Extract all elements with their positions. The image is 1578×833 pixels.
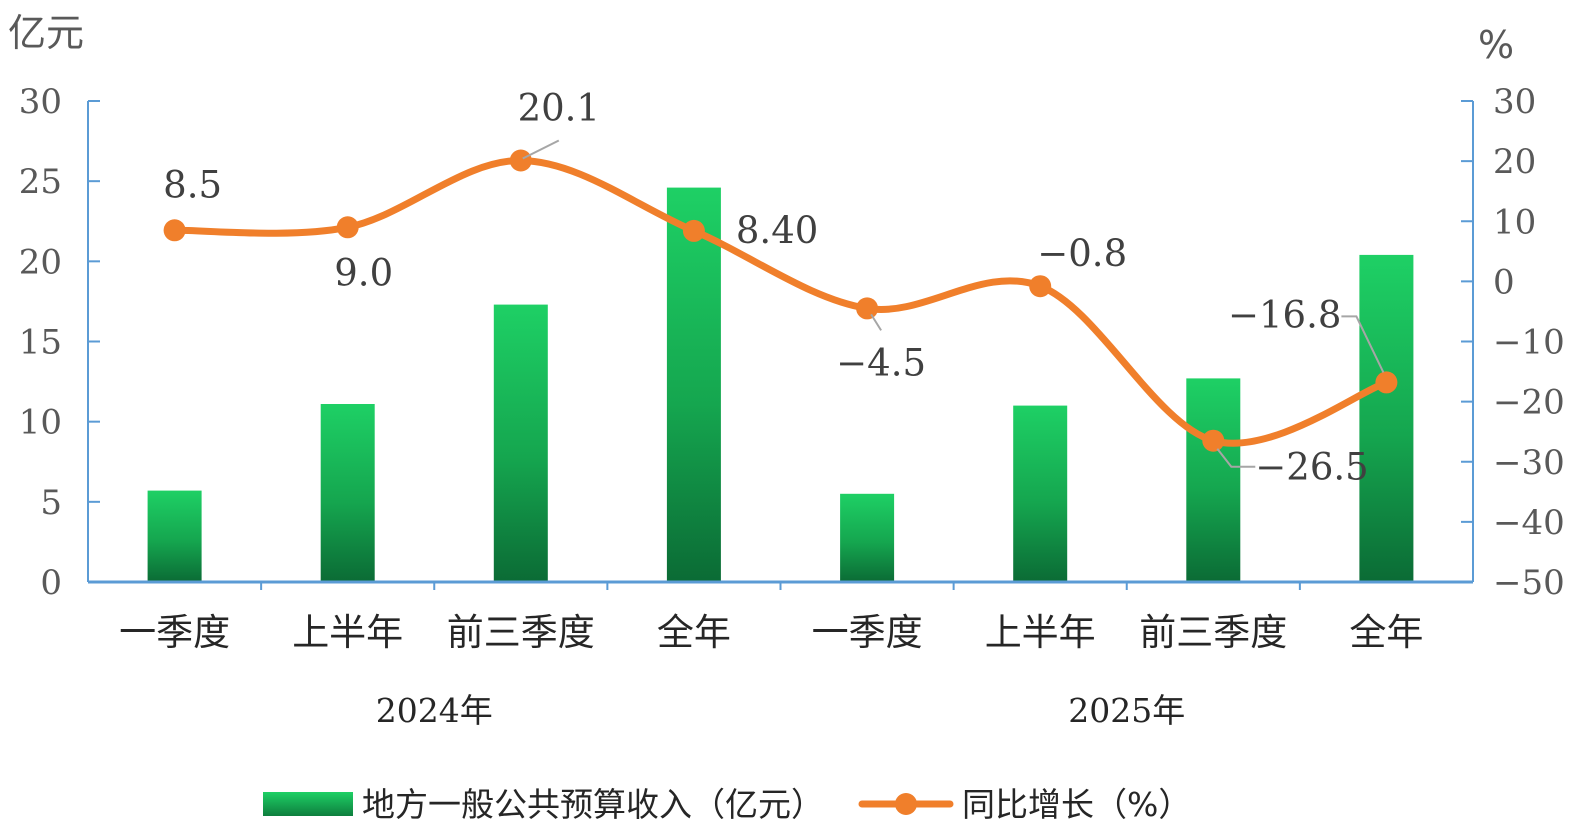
line-point [336, 216, 359, 239]
line-point [1029, 275, 1052, 298]
data-label: −16.8 [1228, 293, 1341, 336]
data-label: 8.40 [736, 209, 818, 252]
line-point [1375, 371, 1398, 394]
x-tick-label: 上半年 [985, 611, 1096, 654]
line-series [163, 149, 1398, 452]
legend-bar-label: 地方一般公共预算收入（亿元） [362, 785, 824, 824]
bar [147, 490, 202, 582]
year-group-label: 2025年 [1068, 691, 1185, 730]
axes: 0 5 10 15 20 25 30 −50 −40 −30 −20 −10 0 10 20 30 [19, 82, 1565, 603]
label-leader-line [522, 139, 560, 160]
data-label: 8.5 [163, 163, 222, 206]
growth-line [171, 156, 1390, 447]
legend-line-label: 同比增长（%） [962, 785, 1191, 824]
line-point [163, 219, 186, 242]
legend-line-marker [895, 793, 917, 815]
bar-series [147, 187, 1414, 582]
line-point [856, 297, 879, 320]
left-tick-label: 0 [40, 563, 62, 603]
line-point [682, 219, 705, 242]
x-tick-label: 前三季度 [447, 611, 595, 654]
x-tick-label: 上半年 [292, 611, 403, 654]
label-leader-line [1341, 315, 1385, 373]
data-label: −26.5 [1255, 446, 1368, 489]
legend-bar-swatch [263, 792, 353, 816]
line-point [509, 149, 532, 172]
right-tick-label: 20 [1493, 142, 1536, 182]
line-point [1202, 429, 1225, 452]
left-tick-label: 30 [19, 82, 62, 122]
x-tick-label: 全年 [1349, 611, 1423, 654]
label-leader-line [870, 313, 882, 331]
right-tick-label: 0 [1493, 262, 1515, 302]
right-axis-unit: % [1478, 23, 1514, 67]
left-tick-label: 10 [19, 403, 62, 443]
data-label: 20.1 [518, 87, 600, 130]
right-tick-label: −40 [1493, 503, 1565, 543]
bar [840, 493, 895, 582]
right-tick-label: −30 [1493, 443, 1565, 483]
x-tick-label: 一季度 [119, 611, 230, 654]
data-label: −4.5 [836, 341, 926, 384]
year-group-label: 2024年 [376, 691, 493, 730]
data-label: −0.8 [1037, 232, 1127, 275]
left-tick-label: 5 [40, 483, 62, 523]
x-tick-label: 全年 [657, 611, 731, 654]
left-tick-label: 15 [19, 323, 62, 363]
right-tick-label: 30 [1493, 82, 1536, 122]
bar [1359, 254, 1414, 582]
left-tick-label: 25 [19, 162, 62, 202]
bar [493, 304, 548, 582]
x-tick-label: 一季度 [812, 611, 923, 654]
bar [1186, 378, 1241, 582]
right-tick-label: −10 [1493, 323, 1565, 363]
label-leader-line [1216, 448, 1256, 468]
legend: 地方一般公共预算收入（亿元） 同比增长（%） [263, 785, 1191, 824]
data-label: 9.0 [334, 251, 393, 294]
bar [666, 187, 721, 582]
bar [320, 404, 375, 582]
left-axis-unit: 亿元 [8, 11, 84, 55]
x-tick-label: 前三季度 [1139, 611, 1287, 654]
right-tick-label: −50 [1493, 563, 1565, 603]
right-tick-label: −20 [1493, 383, 1565, 423]
bar [1013, 405, 1068, 582]
data-labels: 8.5 9.0 20.1 8.40 −4.5 −0.8 −26.5 −16.8 [163, 87, 1385, 489]
right-tick-label: 10 [1493, 202, 1536, 242]
left-tick-label: 20 [19, 242, 62, 282]
